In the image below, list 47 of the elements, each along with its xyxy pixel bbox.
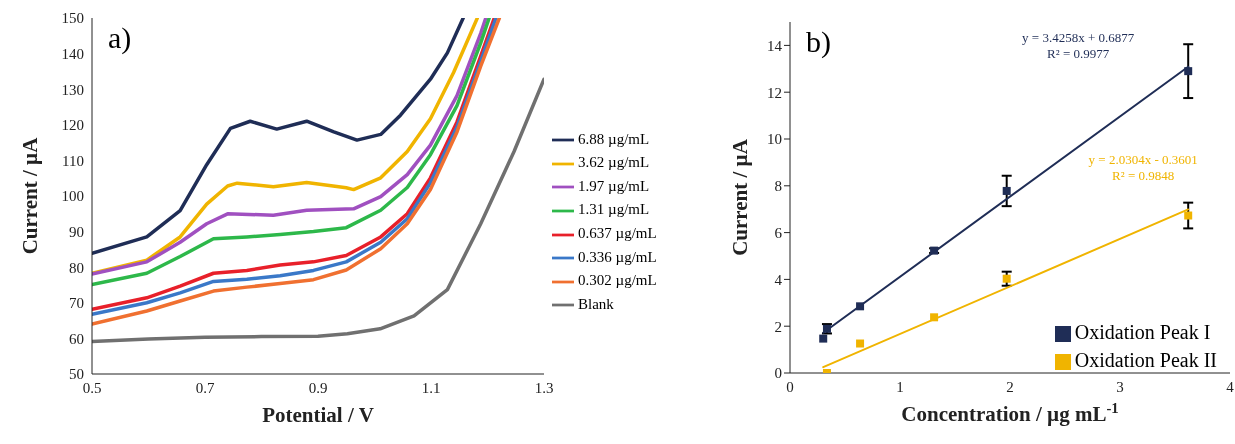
annotation: a) [108,21,132,55]
y-tick-label: 0 [774,365,782,382]
y-tick-label: 14 [767,37,783,54]
y-tick-label: 100 [61,188,84,205]
annotation: b) [806,25,831,59]
x-tick-label: 0 [786,378,794,395]
legend-label: Blank [578,295,614,312]
y-tick-label: 50 [69,366,84,383]
y-tick-label: 80 [69,259,84,276]
x-tick-label: 3 [1116,378,1124,395]
y-tick-label: 12 [767,84,782,101]
y-tick-label: 60 [69,330,84,347]
x-axis-title: Potential / V [262,403,374,427]
legend-label: 3.62 µg/mL [578,154,650,171]
x-tick-label: 1.1 [421,379,441,396]
x-tick-label: 0.9 [308,379,328,396]
x-tick-label: 0.5 [82,379,102,396]
legend-label: 6.88 µg/mL [578,130,650,147]
y-tick-label: 10 [767,131,782,148]
legend-label: 0.302 µg/mL [578,272,657,289]
x-tick-label: 1 [896,378,904,395]
y-tick-label: 70 [69,295,84,312]
y-axis-title: Current / µA [18,136,42,255]
y-tick-label: 6 [774,224,783,241]
y-tick-label: 140 [61,45,84,62]
legend-label: Oxidation Peak II [1074,349,1217,371]
legend-label: Oxidation Peak I [1074,321,1211,343]
y-tick-label: 120 [61,117,84,134]
y-tick-label: 150 [61,10,84,27]
annotation: y = 3.4258x + 0.6877 R² = 0.9977 [1022,29,1135,61]
x-axis-title: Concentration / µg mL$^{-1}$ [901,400,1119,426]
y-tick-label: 110 [62,152,84,169]
x-tick-label: 4 [1226,378,1235,395]
y-tick-label: 90 [69,223,84,240]
x-tick-label: 1.3 [534,379,554,396]
x-tick-label: 0.7 [195,379,215,396]
annotation: y = 2.0304x - 0.3601 R² = 0.9848 [1088,152,1198,184]
legend-label: 0.336 µg/mL [578,248,657,265]
legend-label: 1.97 µg/mL [578,177,650,194]
legend-label: 0.637 µg/mL [578,225,657,241]
y-tick-label: 130 [61,81,84,98]
y-axis-title: Current / µA [728,138,752,256]
y-tick-label: 2 [774,318,782,335]
x-tick-label: 2 [1006,378,1014,395]
y-tick-label: 4 [774,271,783,288]
y-tick-label: 8 [774,178,782,195]
legend-label: 1.31 µg/mL [578,201,650,218]
